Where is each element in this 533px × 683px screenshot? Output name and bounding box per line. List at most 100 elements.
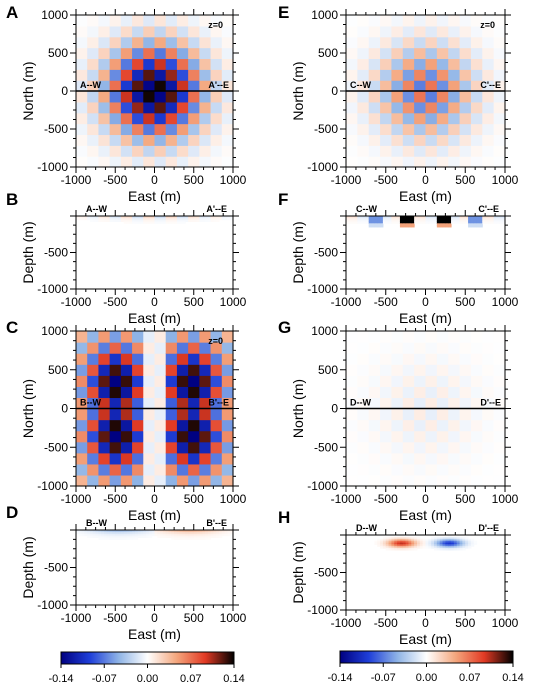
- heatmap-cell: [143, 535, 147, 538]
- heatmap-cell: [414, 123, 427, 136]
- heatmap-cell: [468, 219, 472, 222]
- heatmap-cell: [391, 217, 395, 221]
- heatmap-cell: [462, 221, 466, 224]
- heatmap-cell: [143, 463, 156, 476]
- heatmap-cell: [188, 533, 192, 537]
- heatmap-cell: [482, 430, 495, 443]
- colorbar-tick-label: -0.07: [92, 673, 117, 683]
- profile-end-label: C'--E: [480, 80, 501, 90]
- heatmap-cell: [154, 441, 167, 454]
- heatmap-cell: [210, 47, 223, 60]
- colorbar-gradient: [339, 650, 514, 664]
- heatmap-cell: [448, 386, 461, 399]
- heatmap-cell: [98, 219, 102, 222]
- heatmap-cell: [459, 463, 472, 476]
- x-axis-title: East (m): [128, 507, 181, 523]
- heatmap-cell: [118, 537, 122, 540]
- heatmap-cell: [357, 134, 370, 146]
- heatmap-cell: [165, 221, 170, 224]
- heatmap-cell: [402, 101, 415, 114]
- heatmap-cell: [199, 533, 203, 537]
- heatmap-cell: [482, 397, 495, 410]
- heatmap-cell: [176, 112, 189, 125]
- heatmap-cell: [402, 375, 415, 387]
- heatmap-cell: [380, 540, 384, 543]
- heatmap-cell: [179, 533, 184, 537]
- heatmap-cell: [207, 217, 212, 221]
- heatmap-cell: [482, 123, 495, 136]
- heatmap-cell: [188, 101, 200, 114]
- heatmap-cell: [357, 221, 361, 224]
- heatmap-cell: [188, 25, 200, 38]
- heatmap-cell: [115, 531, 119, 535]
- heatmap-cell: [204, 535, 209, 538]
- heatmap-cell: [499, 216, 503, 219]
- heatmap-cell: [162, 221, 167, 224]
- heatmap-cell: [451, 544, 455, 547]
- heatmap-cell: [109, 145, 122, 157]
- heatmap-cell: [218, 216, 223, 219]
- heatmap-cell: [210, 441, 223, 454]
- heatmap-cell: [459, 408, 472, 421]
- heatmap-cell: [448, 58, 461, 70]
- heatmap-cell: [470, 25, 483, 38]
- heatmap-cell: [422, 217, 426, 221]
- x-tick-label: 500: [455, 173, 475, 187]
- heatmap-cell: [414, 408, 427, 421]
- heatmap-cell: [416, 219, 421, 222]
- heatmap-cell: [388, 548, 392, 551]
- heatmap-cell: [459, 25, 472, 38]
- heatmap-cell: [368, 219, 373, 222]
- heatmap-cell: [120, 531, 125, 535]
- heatmap-cell: [112, 530, 116, 533]
- heatmap-cell: [129, 535, 133, 538]
- heatmap-cell: [391, 536, 395, 540]
- heatmap-cell: [459, 47, 472, 60]
- heatmap-cell: [165, 463, 178, 476]
- heatmap-cell: [221, 441, 234, 454]
- heatmap-cell: [154, 364, 167, 376]
- heatmap-cell: [405, 216, 409, 219]
- heatmap-cell: [171, 530, 175, 533]
- heatmap-cell: [176, 386, 189, 399]
- y-tick-label: -500: [314, 246, 338, 260]
- heatmap-cell: [391, 375, 404, 387]
- heatmap-cell: [402, 536, 407, 540]
- heatmap-cell: [411, 544, 415, 547]
- heatmap-cell: [143, 386, 156, 399]
- heatmap-cell: [76, 25, 88, 38]
- heatmap-cell: [120, 452, 133, 465]
- heatmap-cell: [428, 542, 432, 545]
- heatmap-cell: [199, 15, 212, 27]
- heatmap-cell: [112, 537, 116, 540]
- heatmap-cell: [109, 531, 113, 535]
- heatmap-cell: [87, 80, 100, 92]
- heatmap-cell: [493, 463, 506, 476]
- heatmap-cell: [185, 530, 189, 533]
- heatmap-cell: [468, 546, 472, 549]
- heatmap-cell: [143, 101, 156, 114]
- heatmap-cell: [129, 217, 133, 221]
- heatmap-cell: [154, 101, 167, 114]
- heatmap-cell: [346, 58, 358, 70]
- heatmap-cell: [368, 441, 381, 454]
- x-tick-label: 500: [184, 295, 204, 309]
- heatmap-cell: [414, 548, 418, 551]
- heatmap-cell: [399, 217, 404, 221]
- heatmap-cell: [218, 530, 223, 533]
- heatmap-cell: [442, 225, 446, 228]
- heatmap-cell: [360, 217, 364, 221]
- heatmap-cell: [493, 91, 506, 103]
- heatmap-cell: [76, 331, 88, 343]
- heatmap-cell: [382, 219, 387, 222]
- heatmap-cell: [368, 47, 381, 60]
- heatmap-cell: [470, 386, 483, 399]
- heatmap-cell: [132, 452, 144, 465]
- heatmap-cell: [98, 535, 102, 538]
- heatmap-cell: [148, 217, 153, 221]
- heatmap-cell: [176, 101, 189, 114]
- heatmap-cell: [436, 123, 449, 136]
- heatmap-cell: [160, 221, 164, 224]
- heatmap-cell: [385, 216, 390, 219]
- heatmap-cell: [120, 216, 125, 219]
